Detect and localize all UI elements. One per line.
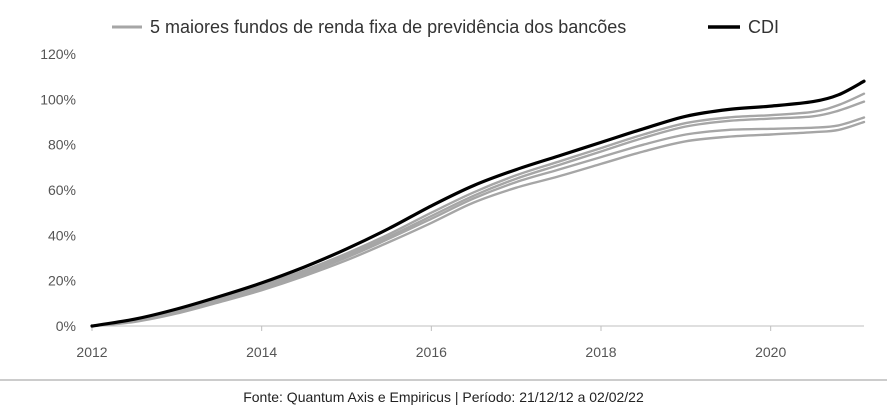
y-tick-label: 120% [40, 46, 76, 62]
series-line-fund-3 [90, 116, 866, 328]
y-tick-label: 80% [48, 137, 76, 153]
x-tick-label: 2014 [246, 344, 277, 360]
x-axis: 2012 2014 2016 2018 2020 [76, 325, 864, 360]
legend-label-cdi: CDI [748, 17, 779, 37]
y-tick-label: 0% [56, 318, 76, 334]
x-tick-label: 2012 [76, 344, 107, 360]
y-tick-label: 40% [48, 227, 76, 243]
series-line-cdi [90, 79, 866, 328]
source-note: Fonte: Quantum Axis e Empiricus | Períod… [243, 389, 644, 405]
series-line-fund-2 [90, 100, 866, 328]
y-axis: 0% 20% 40% 60% 80% 100% 120% [40, 46, 76, 334]
x-tick-label: 2020 [755, 344, 786, 360]
legend: 5 maiores fundos de renda fixa de previd… [112, 17, 779, 37]
series-line-fund-4 [90, 120, 866, 328]
y-tick-label: 100% [40, 91, 76, 107]
legend-label-funds: 5 maiores fundos de renda fixa de previd… [150, 17, 626, 37]
y-tick-label: 60% [48, 182, 76, 198]
series-layer [90, 79, 866, 328]
x-tick-label: 2018 [585, 344, 616, 360]
y-tick-label: 20% [48, 273, 76, 289]
x-tick-label: 2016 [416, 344, 447, 360]
